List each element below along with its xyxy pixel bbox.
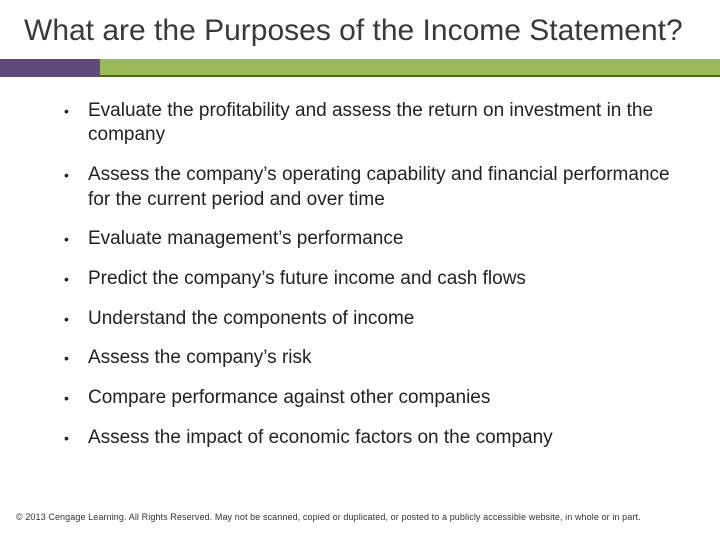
list-item: Evaluate the profitability and assess th…	[58, 99, 692, 163]
bullet-list: Evaluate the profitability and assess th…	[58, 99, 692, 466]
accent-bar-right	[100, 59, 720, 77]
bullet-text: Assess the impact of economic factors on…	[88, 427, 553, 448]
bullet-text: Assess the company’s risk	[88, 347, 312, 368]
accent-bar	[0, 59, 720, 77]
list-item: Evaluate management’s performance	[58, 227, 692, 267]
slide-title: What are the Purposes of the Income Stat…	[0, 0, 720, 59]
bullet-text: Understand the components of income	[88, 308, 414, 329]
list-item: Understand the components of income	[58, 307, 692, 347]
list-item: Compare performance against other compan…	[58, 386, 692, 426]
slide: What are the Purposes of the Income Stat…	[0, 0, 720, 540]
bullet-text: Assess the company’s operating capabilit…	[88, 164, 670, 210]
bullet-text: Evaluate management’s performance	[88, 228, 403, 249]
slide-content: Evaluate the profitability and assess th…	[0, 77, 720, 466]
bullet-text: Compare performance against other compan…	[88, 387, 490, 408]
bullet-text: Predict the company’s future income and …	[88, 268, 526, 289]
bullet-text: Evaluate the profitability and assess th…	[88, 100, 653, 146]
list-item: Assess the impact of economic factors on…	[58, 426, 692, 466]
accent-bar-left	[0, 59, 100, 77]
list-item: Assess the company’s operating capabilit…	[58, 163, 692, 227]
list-item: Predict the company’s future income and …	[58, 267, 692, 307]
copyright-footer: © 2013 Cengage Learning. All Rights Rese…	[16, 512, 704, 522]
list-item: Assess the company’s risk	[58, 346, 692, 386]
